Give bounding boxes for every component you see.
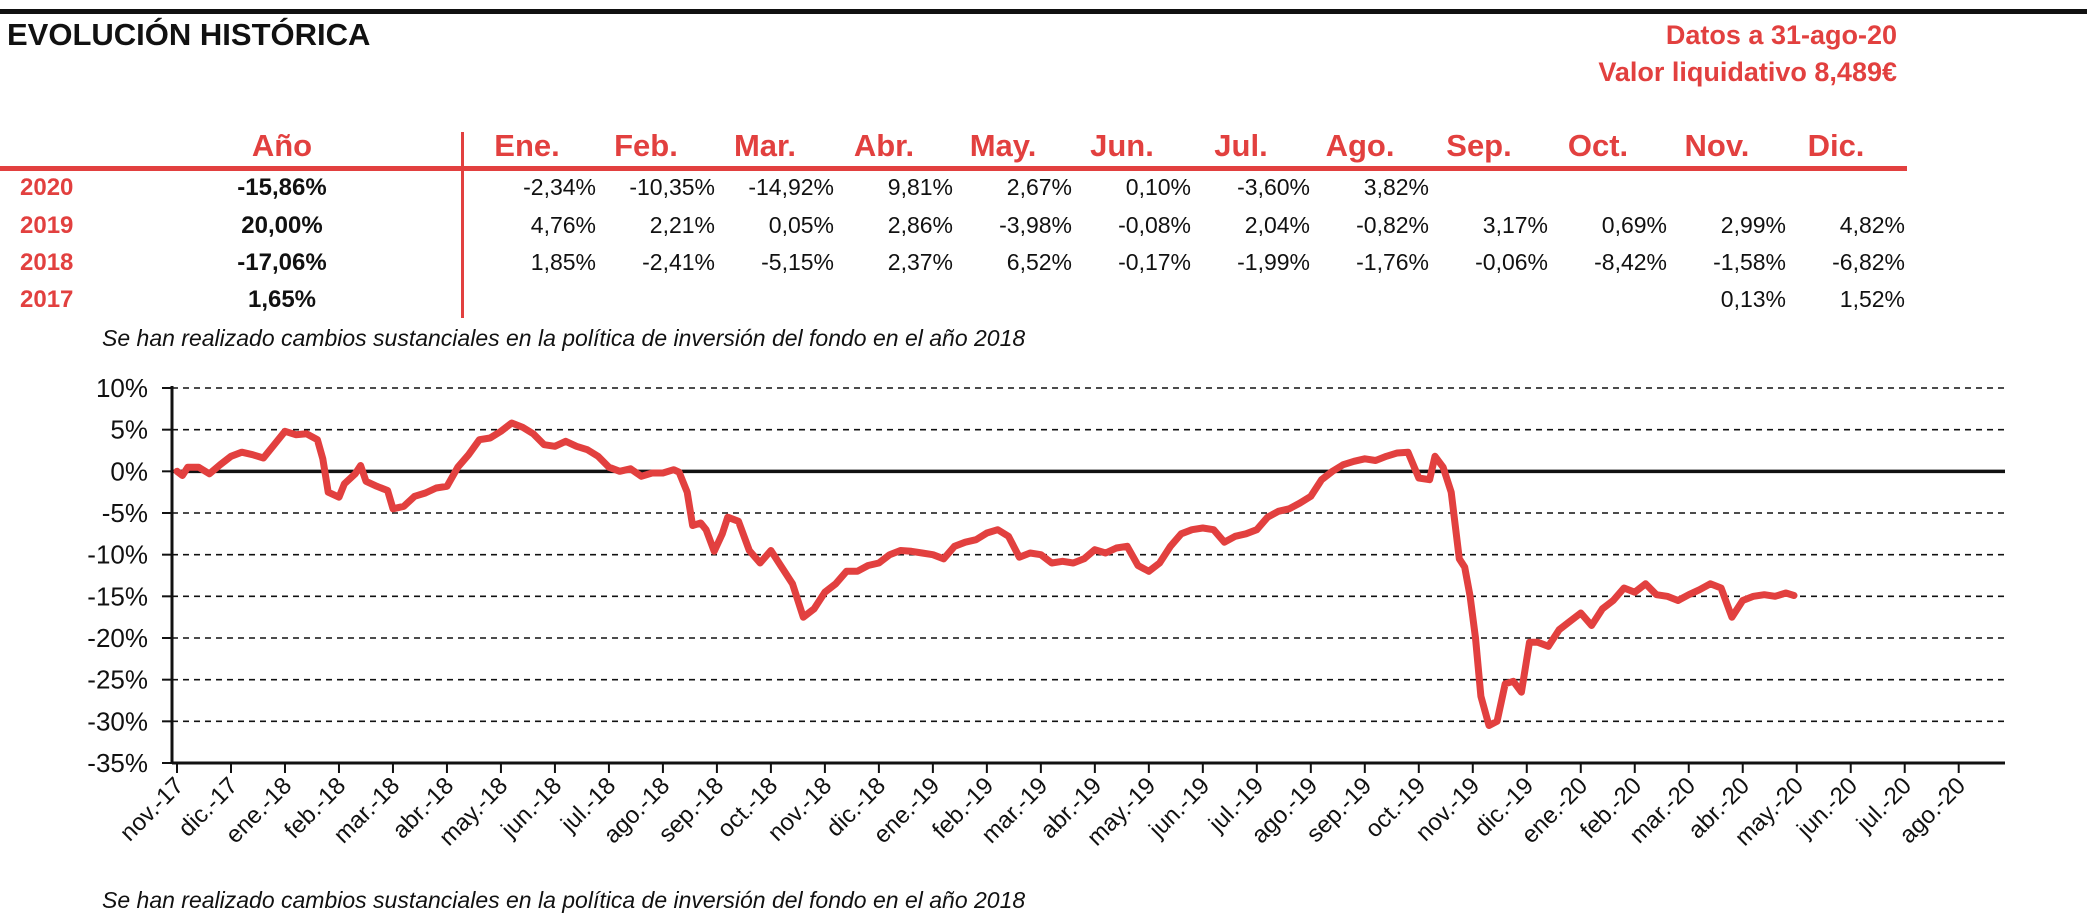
y-tick-label: -10% [87,540,148,570]
monthly-return-cell: -14,92% [748,174,834,200]
policy-note-bottom: Se han realizado cambios sustanciales en… [102,887,1026,913]
month-header: Jul. [1214,128,1268,163]
year-column-header: Año [251,128,313,163]
monthly-return-cell: 1,85% [530,249,596,275]
month-header: Nov. [1684,128,1750,163]
y-tick-label: -15% [87,581,148,611]
policy-note-top: Se han realizado cambios sustanciales en… [102,325,1026,351]
month-header: Ago. [1325,128,1395,163]
month-header: May. [969,128,1037,163]
row-year: 2017 [20,286,74,313]
row-annual-return: -15,86% [237,174,327,201]
month-header: Oct. [1567,128,1629,163]
monthly-return-cell: -3,60% [1237,174,1310,200]
monthly-return-cell: 3,82% [1363,174,1429,200]
x-tick-label: jun.-18 [495,772,567,844]
monthly-return-cell: 2,37% [887,249,953,275]
monthly-return-cell: -1,99% [1237,249,1310,275]
x-tick-label: nov.-17 [115,772,189,846]
row-annual-return: 1,65% [247,286,317,313]
y-tick-label: 0% [110,456,148,486]
performance-table: Año Ene. Feb. Mar. Abr. May. Jun. Jul. Ago. Sep.… [0,128,1910,323]
monthly-return-cell: -0,17% [1118,249,1191,275]
y-tick-label: 5% [110,415,148,445]
monthly-return-cell: -8,42% [1594,249,1667,275]
x-tick-label: jun.-19 [1143,772,1215,844]
net-asset-value: Valor liquidativo 8,489€ [1598,57,1897,87]
y-tick-label: -20% [87,623,148,653]
row-year: 2018 [20,249,74,276]
monthly-return-cell: -0,08% [1118,212,1191,238]
monthly-return-cell: 6,52% [1006,249,1072,275]
monthly-return-cell: -6,82% [1832,249,1905,275]
monthly-return-cell: 2,99% [1720,212,1786,238]
row-annual-return: 20,00% [241,212,323,239]
month-header: Dic. [1807,128,1865,163]
monthly-return-cell: -0,06% [1475,249,1548,275]
table-separator [461,132,464,318]
monthly-return-cell: 2,86% [887,212,953,238]
monthly-return-cell: 4,76% [530,212,596,238]
data-date: Datos a 31-ago-20 [1665,20,1897,50]
monthly-return-cell: 0,10% [1125,174,1191,200]
page-title: EVOLUCIÓN HISTÓRICA [7,17,371,52]
monthly-return-cell: 0,13% [1720,286,1786,312]
monthly-return-cell: -2,34% [523,174,596,200]
monthly-return-cell: -1,58% [1713,249,1786,275]
series-line [173,419,1798,729]
top-divider [0,9,2087,14]
month-header: Sep. [1446,128,1512,163]
monthly-return-cell: -1,76% [1356,249,1429,275]
x-tick-label: jun.-20 [1791,772,1863,844]
monthly-return-cell: 3,17% [1482,212,1548,238]
monthly-return-cell: 4,82% [1839,212,1905,238]
monthly-return-cell: -10,35% [629,174,715,200]
y-tick-label: -30% [87,706,148,736]
monthly-return-cell: -2,41% [642,249,715,275]
monthly-return-cell: 1,52% [1839,286,1905,312]
monthly-return-cell: -5,15% [761,249,834,275]
monthly-return-cell: 2,21% [649,212,715,238]
month-header: Ene. [494,128,560,163]
monthly-return-cell: 9,81% [887,174,953,200]
history-line-chart: 10% 5% 0% -5% -10% -15% -20% -25% -30% -35%nov.-1… [87,373,2005,851]
row-year: 2020 [20,174,74,201]
monthly-return-cell: 2,67% [1006,174,1072,200]
row-annual-return: -17,06% [237,249,327,276]
month-header: Jun. [1090,128,1154,163]
monthly-return-cell: 0,69% [1601,212,1667,238]
monthly-return-cell: 2,04% [1244,212,1310,238]
header-underline [0,166,1907,171]
monthly-return-cell: -3,98% [999,212,1072,238]
monthly-return-cell: 0,05% [768,212,834,238]
y-tick-label: 10% [96,373,148,403]
month-header: Abr. [853,128,915,163]
y-tick-label: -35% [87,748,148,778]
y-tick-label: -5% [102,498,148,528]
monthly-return-cell: -0,82% [1356,212,1429,238]
y-tick-label: -25% [87,665,148,695]
month-header: Mar. [733,128,797,163]
row-year: 2019 [20,212,74,239]
month-header: Feb. [614,128,678,163]
